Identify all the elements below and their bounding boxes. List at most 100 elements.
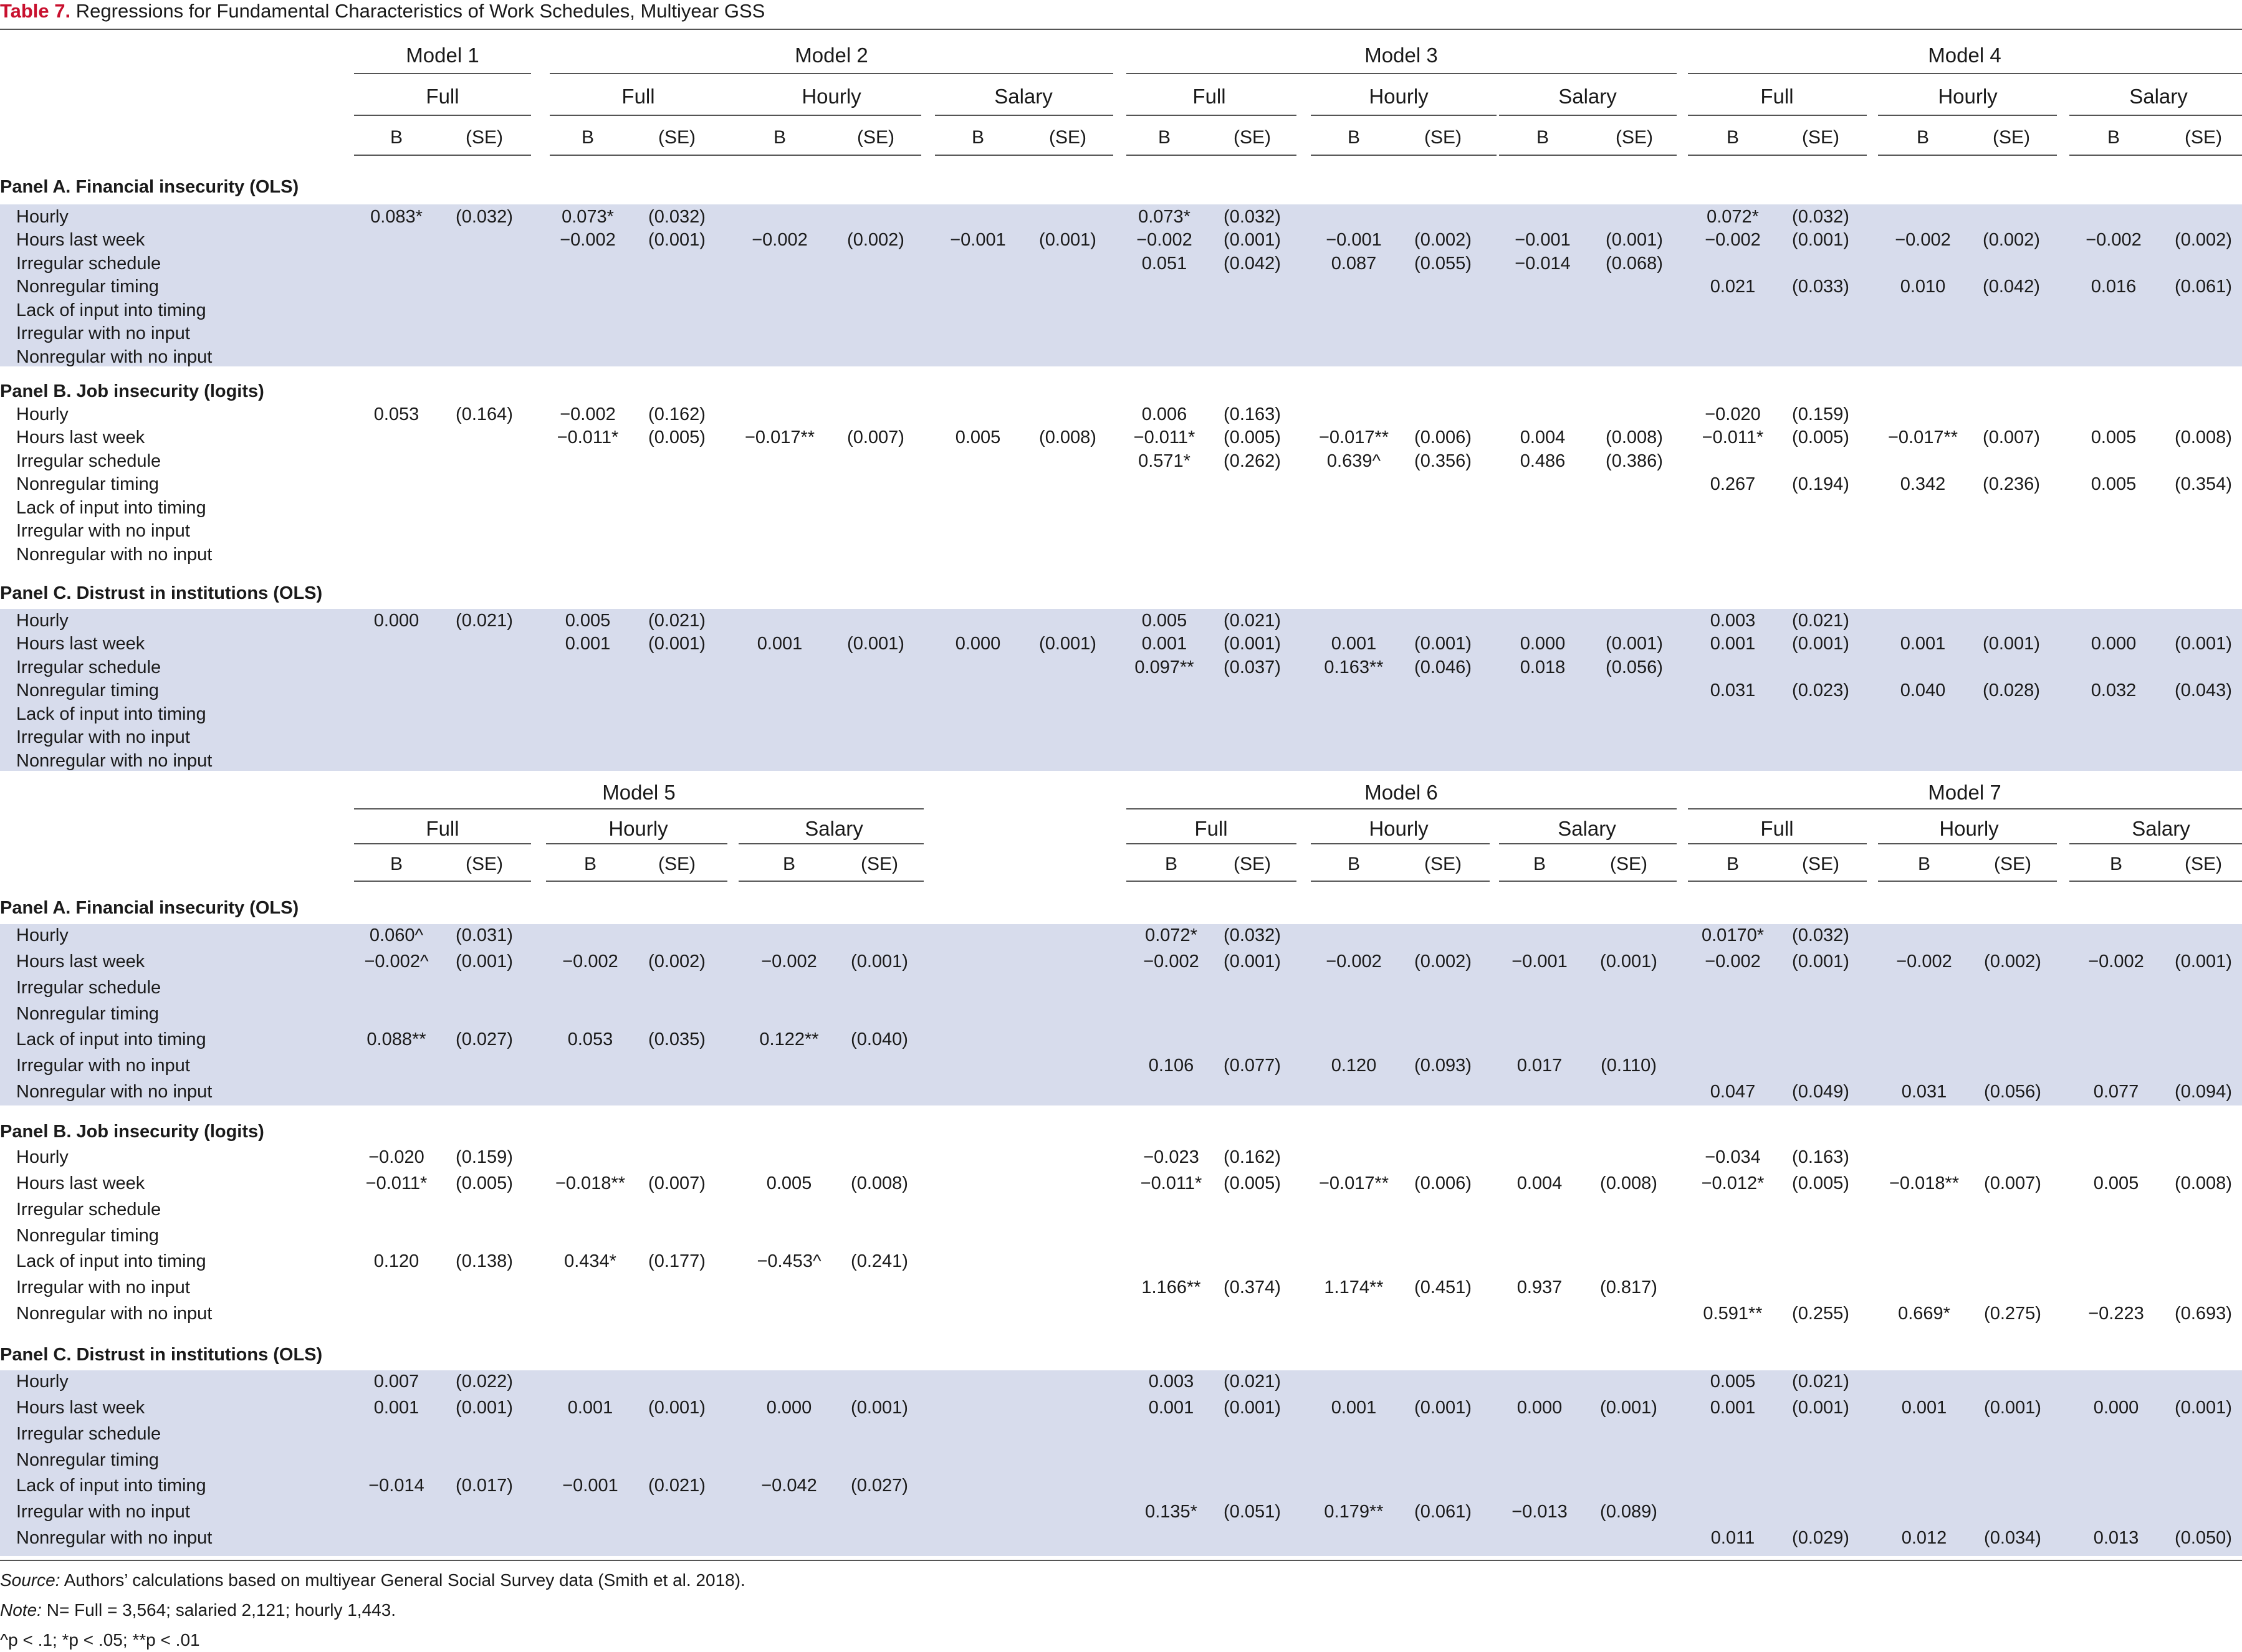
standard-error-cell: (0.001) bbox=[1414, 1398, 1472, 1418]
standard-error-cell: (0.002) bbox=[1414, 952, 1472, 972]
standard-error-cell: (0.159) bbox=[456, 1147, 513, 1167]
row-label: Irregular with no input bbox=[16, 323, 190, 343]
standard-error-cell: (0.001) bbox=[648, 1398, 706, 1418]
coefficient-cell: −0.020 bbox=[1705, 404, 1761, 424]
coefficient-cell: 0.005 bbox=[2093, 1173, 2139, 1193]
coef-header: B bbox=[1916, 127, 1929, 148]
coefficient-cell: −0.014 bbox=[1515, 254, 1571, 274]
row-label: Irregular with no input bbox=[16, 727, 190, 747]
standard-error-cell: (0.005) bbox=[1792, 1173, 1849, 1193]
row-label: Nonregular with no input bbox=[16, 1304, 213, 1324]
standard-error-cell: (0.089) bbox=[1600, 1502, 1657, 1522]
standard-error-cell: (0.008) bbox=[2175, 427, 2232, 447]
subgroup-header: Full bbox=[426, 85, 459, 108]
standard-error-cell: (0.007) bbox=[847, 427, 904, 447]
coefficient-cell: 0.122** bbox=[759, 1029, 819, 1049]
standard-error-cell: (0.056) bbox=[1984, 1082, 2041, 1102]
standard-error-cell: (0.817) bbox=[1600, 1277, 1657, 1297]
standard-error-cell: (0.001) bbox=[456, 952, 513, 972]
row-label: Hourly bbox=[16, 1372, 69, 1392]
se-header: (SE) bbox=[857, 127, 894, 148]
subgroup-header-rule bbox=[739, 843, 924, 844]
standard-error-cell: (0.021) bbox=[1224, 611, 1281, 631]
standard-error-cell: (0.163) bbox=[1224, 404, 1281, 424]
subgroup-header: Hourly bbox=[608, 817, 668, 840]
standard-error-cell: (0.021) bbox=[1792, 611, 1849, 631]
coefficient-cell: −0.011* bbox=[1702, 427, 1764, 447]
standard-error-cell: (0.138) bbox=[456, 1251, 513, 1271]
se-header: (SE) bbox=[658, 854, 696, 874]
stat-header-rule bbox=[546, 881, 727, 882]
standard-error-cell: (0.006) bbox=[1414, 1173, 1472, 1193]
standard-error-cell: (0.275) bbox=[1984, 1304, 2041, 1324]
coef-header: B bbox=[971, 127, 984, 148]
coefficient-cell: −0.017** bbox=[1318, 1173, 1389, 1193]
standard-error-cell: (0.027) bbox=[851, 1476, 908, 1496]
stat-header-rule bbox=[1126, 881, 1296, 882]
row-label: Nonregular with no input bbox=[16, 751, 213, 771]
se-header: (SE) bbox=[1049, 127, 1086, 148]
coefficient-cell: −0.002 bbox=[752, 230, 808, 250]
standard-error-cell: (0.006) bbox=[1414, 427, 1472, 447]
standard-error-cell: (0.007) bbox=[648, 1173, 706, 1193]
stat-header-rule bbox=[1311, 155, 1497, 156]
stat-header-rule bbox=[354, 881, 531, 882]
coefficient-cell: 0.000 bbox=[1520, 634, 1566, 654]
subgroup-header-rule bbox=[1311, 115, 1497, 116]
coefficient-cell: 0.001 bbox=[1710, 1398, 1756, 1418]
se-header: (SE) bbox=[1993, 127, 2030, 148]
stat-header-rule bbox=[1311, 881, 1490, 882]
coefficient-cell: −0.011* bbox=[557, 427, 619, 447]
stat-header-rule bbox=[1126, 155, 1296, 156]
coefficient-cell: 0.106 bbox=[1148, 1056, 1194, 1076]
se-header: (SE) bbox=[1424, 854, 1462, 874]
coefficient-cell: 0.571* bbox=[1138, 451, 1190, 471]
panel-title: Panel A. Financial insecurity (OLS) bbox=[0, 177, 299, 197]
table-title: Regressions for Fundamental Characterist… bbox=[75, 0, 765, 22]
standard-error-cell: (0.163) bbox=[1792, 1147, 1849, 1167]
coefficient-cell: 0.639^ bbox=[1326, 451, 1381, 471]
coefficient-cell: 0.047 bbox=[1710, 1082, 1756, 1102]
standard-error-cell: (0.354) bbox=[2175, 474, 2232, 494]
standard-error-cell: (0.001) bbox=[1224, 634, 1281, 654]
coefficient-cell: 0.120 bbox=[1331, 1056, 1377, 1076]
coefficient-cell: 0.006 bbox=[1141, 404, 1187, 424]
coefficient-cell: −0.002 bbox=[1136, 230, 1192, 250]
standard-error-cell: (0.093) bbox=[1414, 1056, 1472, 1076]
subgroup-header-rule bbox=[546, 843, 727, 844]
coefficient-cell: 0.087 bbox=[1331, 254, 1377, 274]
source-text: Authors’ calculations based on multiyear… bbox=[60, 1570, 745, 1590]
coefficient-cell: 0.434* bbox=[564, 1251, 616, 1271]
coefficient-cell: −0.012* bbox=[1701, 1173, 1765, 1193]
standard-error-cell: (0.005) bbox=[1792, 427, 1849, 447]
row-label: Irregular schedule bbox=[16, 657, 161, 677]
coef-header: B bbox=[1536, 127, 1549, 148]
subgroup-header-rule bbox=[1311, 843, 1490, 844]
subgroup-header: Salary bbox=[994, 85, 1053, 108]
row-label: Nonregular timing bbox=[16, 1226, 159, 1246]
subgroup-header-rule bbox=[1499, 843, 1677, 844]
standard-error-cell: (0.021) bbox=[648, 611, 706, 631]
coefficient-cell: 0.031 bbox=[1710, 680, 1756, 700]
standard-error-cell: (0.002) bbox=[648, 952, 706, 972]
row-label: Irregular schedule bbox=[16, 451, 161, 471]
standard-error-cell: (0.255) bbox=[1792, 1304, 1849, 1324]
panel-shading bbox=[0, 609, 2242, 771]
coefficient-cell: 0.005 bbox=[2091, 474, 2137, 494]
standard-error-cell: (0.008) bbox=[1600, 1173, 1657, 1193]
top-rule bbox=[0, 29, 2242, 30]
coefficient-cell: 0.073* bbox=[562, 207, 614, 227]
coefficient-cell: 0.001 bbox=[757, 634, 803, 654]
standard-error-cell: (0.056) bbox=[1606, 657, 1663, 677]
row-label: Hourly bbox=[16, 611, 69, 631]
coefficient-cell: −0.002 bbox=[1143, 952, 1199, 972]
coefficient-cell: −0.020 bbox=[368, 1147, 424, 1167]
subgroup-header: Hourly bbox=[1369, 817, 1429, 840]
se-header: (SE) bbox=[1616, 127, 1653, 148]
standard-error-cell: (0.001) bbox=[1039, 634, 1096, 654]
stat-header-rule bbox=[1878, 881, 2057, 882]
stat-header-rule bbox=[935, 155, 1113, 156]
coefficient-cell: −0.223 bbox=[2088, 1304, 2144, 1324]
standard-error-cell: (0.077) bbox=[1224, 1056, 1281, 1076]
